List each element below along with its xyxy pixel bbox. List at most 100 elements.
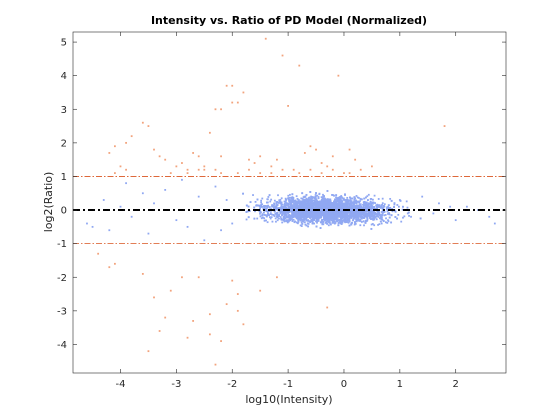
data-point [295,200,297,203]
data-point [298,216,300,219]
data-point [325,220,328,223]
data-point [350,223,353,226]
data-point [305,224,308,227]
data-point [313,219,316,221]
data-point [300,214,303,217]
data-point [283,204,286,207]
data-point [324,201,327,204]
data-point [316,221,318,224]
data-point [302,200,305,202]
data-point [376,213,379,215]
data-point [301,222,304,225]
data-point [306,222,309,225]
data-point [322,206,325,209]
data-point [308,213,310,216]
data-point [257,204,260,207]
data-point [388,216,391,219]
data-point [337,199,340,202]
data-point [354,207,357,209]
data-point [359,198,362,201]
data-point [323,203,326,206]
data-point [371,212,373,215]
data-point [383,214,386,217]
data-point [398,205,400,208]
data-point [407,211,410,214]
data-point [325,208,328,211]
data-point [334,202,337,205]
data-point [313,222,316,225]
data-point [335,196,337,199]
data-point [315,192,317,194]
data-point [318,211,321,213]
data-point [327,198,330,201]
data-point [275,213,278,216]
outlier-point [371,165,373,168]
ticks: -4 -3 -2 -1 0 1 2 -4 -3 -2 -1 0 1 2 3 4 5 [57,32,506,390]
data-point [297,205,300,207]
data-point [308,204,311,207]
data-point [371,209,374,212]
outlier-point [309,168,312,171]
outlier-point [203,165,206,168]
data-point [324,197,326,200]
data-point [331,221,334,224]
data-point [242,192,244,195]
data-point [349,197,352,200]
data-point [287,202,290,205]
data-point [284,210,287,213]
data-point [326,216,329,219]
data-point [366,212,369,215]
data-point [328,221,330,224]
data-point [292,211,295,214]
data-point [352,218,355,220]
data-point [383,203,386,206]
data-point [311,205,313,207]
data-point [220,229,222,232]
data-point [340,204,343,207]
data-point [340,216,343,219]
data-point [378,223,381,226]
data-point [303,221,306,224]
outlier-point [203,168,206,171]
data-point [354,201,357,204]
data-point [295,212,297,214]
data-point [298,202,301,205]
data-point [421,195,424,198]
data-point [261,213,264,216]
data-point [119,205,122,208]
data-point [342,207,345,210]
data-point [370,204,373,206]
data-point [332,206,335,208]
data-point [353,223,356,226]
data-point [252,194,254,196]
outlier-point [253,162,256,164]
data-point [308,200,310,203]
data-point [309,191,312,193]
data-point [301,206,304,209]
data-point [358,207,361,209]
data-point [290,209,293,212]
data-point [86,222,88,225]
data-point [247,205,250,208]
data-point [345,215,347,218]
x-tick-label: -2 [227,379,237,390]
data-point [322,204,325,207]
data-point [335,220,338,222]
data-point [273,215,276,217]
data-point [276,215,279,218]
data-point [147,232,150,235]
data-point [268,214,270,216]
data-point [338,204,341,207]
data-point [365,204,368,206]
data-point [332,204,335,207]
data-point [372,201,375,204]
outlier-point [220,155,222,158]
x-tick-label: -3 [171,379,181,390]
data-point [366,215,369,218]
data-point [297,222,299,225]
data-point [351,221,353,224]
y-tick-label: 0 [61,206,67,217]
outlier-point [231,279,234,282]
data-point [350,212,353,215]
data-point [337,200,340,203]
